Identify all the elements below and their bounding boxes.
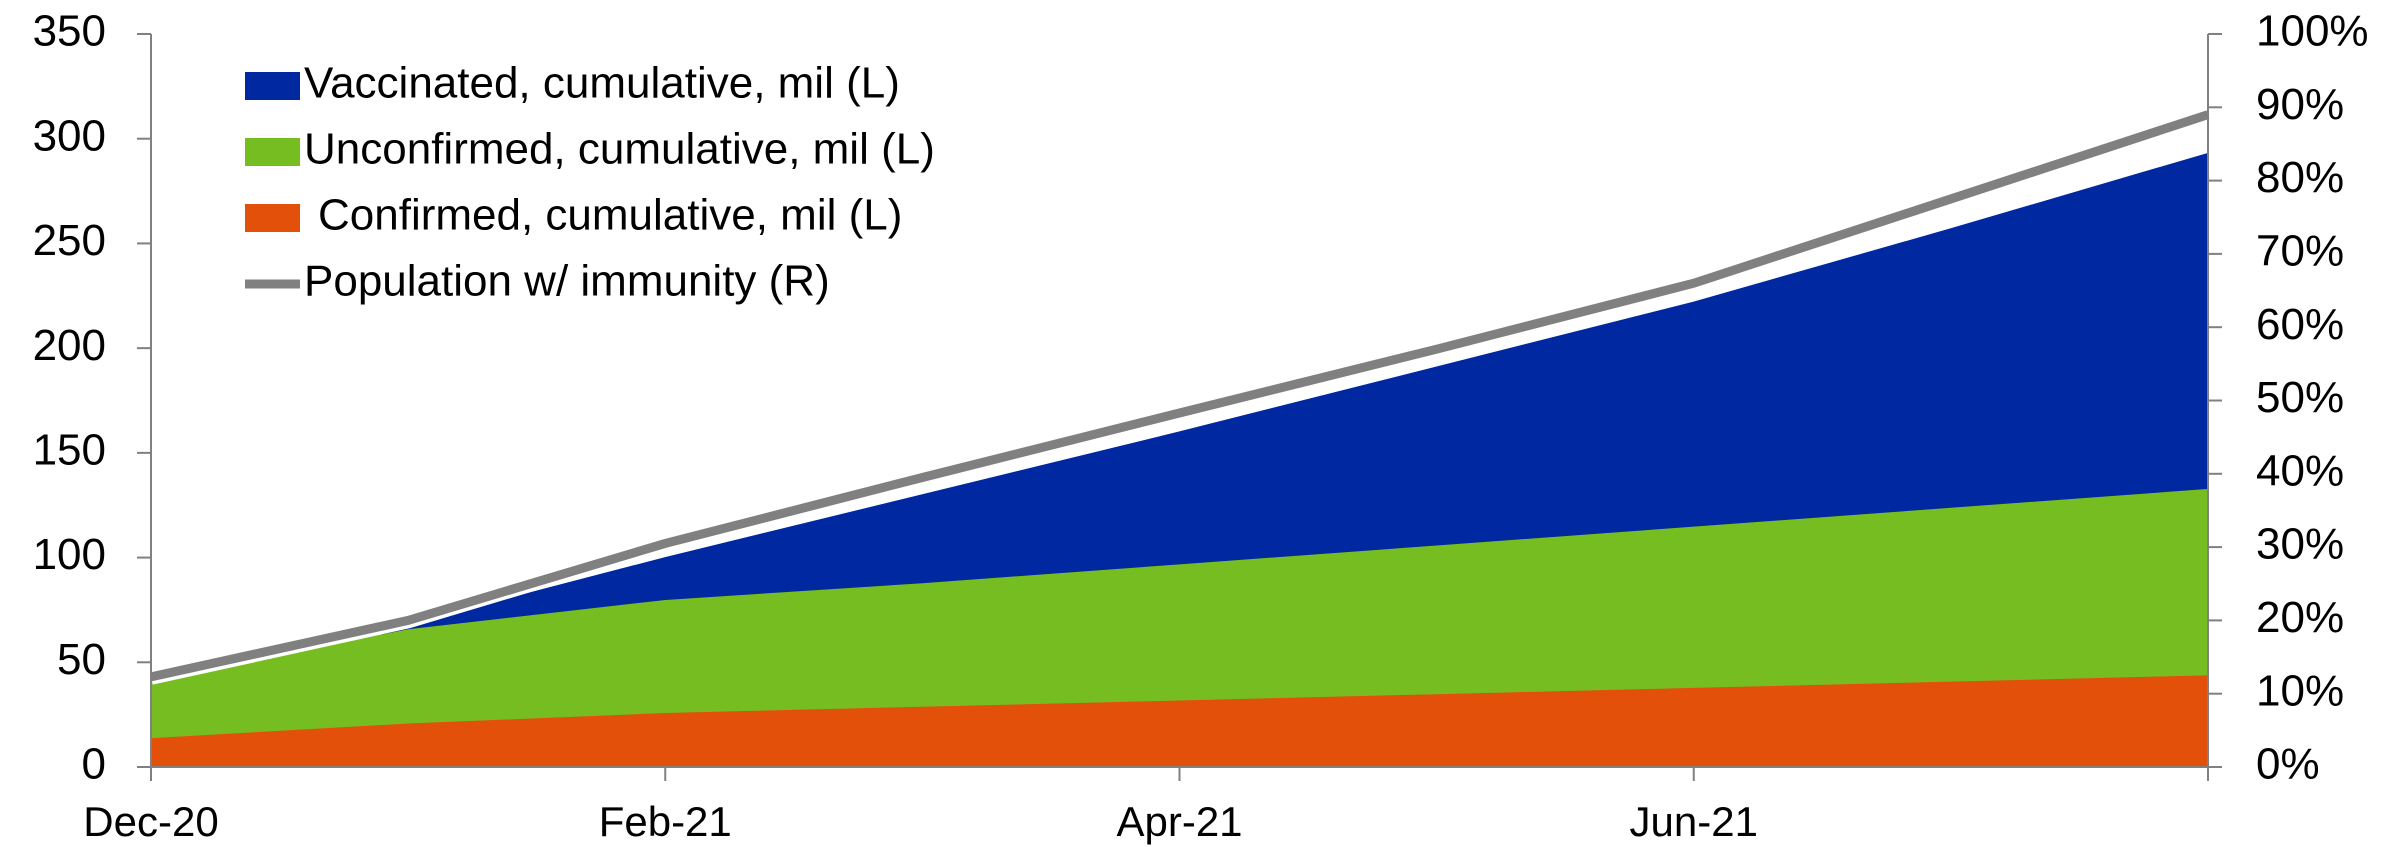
y2-tick-label: 70% bbox=[2256, 227, 2344, 276]
y2-tick-label: 60% bbox=[2256, 300, 2344, 349]
legend-label: Vaccinated, cumulative, mil (L) bbox=[304, 59, 900, 108]
y2-tick-label: 100% bbox=[2256, 7, 2369, 56]
line bbox=[150, 110, 2210, 682]
legend-swatch bbox=[245, 72, 300, 100]
y-tick-label: 300 bbox=[33, 111, 106, 160]
x-tick-label: Feb-21 bbox=[599, 798, 732, 845]
y-tick-label: 350 bbox=[33, 7, 106, 56]
legend-label: Unconfirmed, cumulative, mil (L) bbox=[304, 125, 935, 174]
y2-tick-label: 0% bbox=[2256, 740, 2320, 789]
y-tick-label: 100 bbox=[33, 530, 106, 579]
legend-label: Population w/ immunity (R) bbox=[304, 257, 830, 306]
y-tick-label: 200 bbox=[33, 321, 106, 370]
y-tick-label: 50 bbox=[57, 635, 106, 684]
legend-swatch bbox=[245, 138, 300, 166]
x-tick-label: Dec-20 bbox=[83, 798, 218, 845]
y2-tick-label: 90% bbox=[2256, 80, 2344, 129]
y2-tick-label: 10% bbox=[2256, 666, 2344, 715]
y2-tick-label: 30% bbox=[2256, 520, 2344, 569]
y-tick-label: 250 bbox=[33, 216, 106, 265]
x-tick-label: Jun-21 bbox=[1630, 798, 1758, 845]
y-tick-label: 150 bbox=[33, 425, 106, 474]
y2-tick-label: 40% bbox=[2256, 446, 2344, 495]
y2-tick-label: 50% bbox=[2256, 373, 2344, 422]
x-tick-label: Apr-21 bbox=[1116, 798, 1242, 845]
y2-tick-label: 80% bbox=[2256, 153, 2344, 202]
legend-swatch bbox=[245, 204, 300, 232]
legend-label: Confirmed, cumulative, mil (L) bbox=[318, 191, 902, 240]
y-tick-label: 0 bbox=[82, 740, 106, 789]
y2-tick-label: 20% bbox=[2256, 593, 2344, 642]
